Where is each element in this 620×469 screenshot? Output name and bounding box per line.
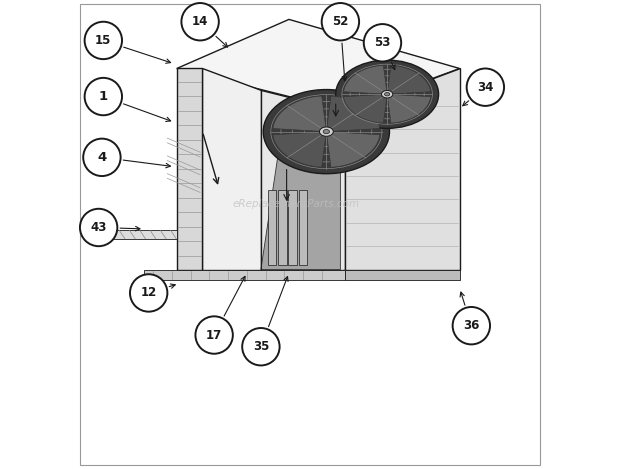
Text: 12: 12 xyxy=(141,287,157,299)
Bar xyxy=(288,190,297,265)
Polygon shape xyxy=(345,68,459,270)
Text: 15: 15 xyxy=(95,34,112,47)
Circle shape xyxy=(364,24,401,61)
Ellipse shape xyxy=(381,91,393,98)
Polygon shape xyxy=(273,96,326,132)
Text: 53: 53 xyxy=(374,36,391,49)
Text: 34: 34 xyxy=(477,81,494,94)
Circle shape xyxy=(84,78,122,115)
Polygon shape xyxy=(326,132,380,167)
Text: 35: 35 xyxy=(253,340,269,353)
Text: 52: 52 xyxy=(332,15,348,28)
Ellipse shape xyxy=(335,60,438,129)
Text: 17: 17 xyxy=(206,329,222,341)
Circle shape xyxy=(83,139,121,176)
Polygon shape xyxy=(144,270,345,280)
Polygon shape xyxy=(387,65,431,94)
Ellipse shape xyxy=(384,92,390,96)
Polygon shape xyxy=(203,68,261,270)
Circle shape xyxy=(130,274,167,312)
Bar xyxy=(299,190,307,265)
Text: eReplacementParts.com: eReplacementParts.com xyxy=(232,199,360,209)
Circle shape xyxy=(195,316,233,354)
Polygon shape xyxy=(261,90,345,270)
Circle shape xyxy=(467,68,504,106)
Text: 4: 4 xyxy=(97,151,107,164)
Polygon shape xyxy=(261,113,340,270)
Polygon shape xyxy=(177,19,459,111)
Circle shape xyxy=(84,22,122,59)
Text: 14: 14 xyxy=(192,15,208,28)
Polygon shape xyxy=(99,225,104,244)
Polygon shape xyxy=(177,68,203,270)
Circle shape xyxy=(182,3,219,40)
Circle shape xyxy=(322,3,359,40)
Polygon shape xyxy=(104,230,177,239)
Polygon shape xyxy=(387,94,431,123)
Ellipse shape xyxy=(323,129,329,134)
Polygon shape xyxy=(343,94,387,123)
Circle shape xyxy=(242,328,280,365)
Ellipse shape xyxy=(264,90,389,174)
Polygon shape xyxy=(345,270,459,280)
Text: 36: 36 xyxy=(463,319,479,332)
Polygon shape xyxy=(326,96,380,132)
Circle shape xyxy=(453,307,490,344)
Bar xyxy=(278,190,286,265)
Circle shape xyxy=(80,209,117,246)
Polygon shape xyxy=(273,132,326,167)
Polygon shape xyxy=(343,65,387,94)
Ellipse shape xyxy=(319,127,334,136)
Text: 43: 43 xyxy=(91,221,107,234)
Bar xyxy=(268,190,277,265)
Text: 1: 1 xyxy=(99,90,108,103)
